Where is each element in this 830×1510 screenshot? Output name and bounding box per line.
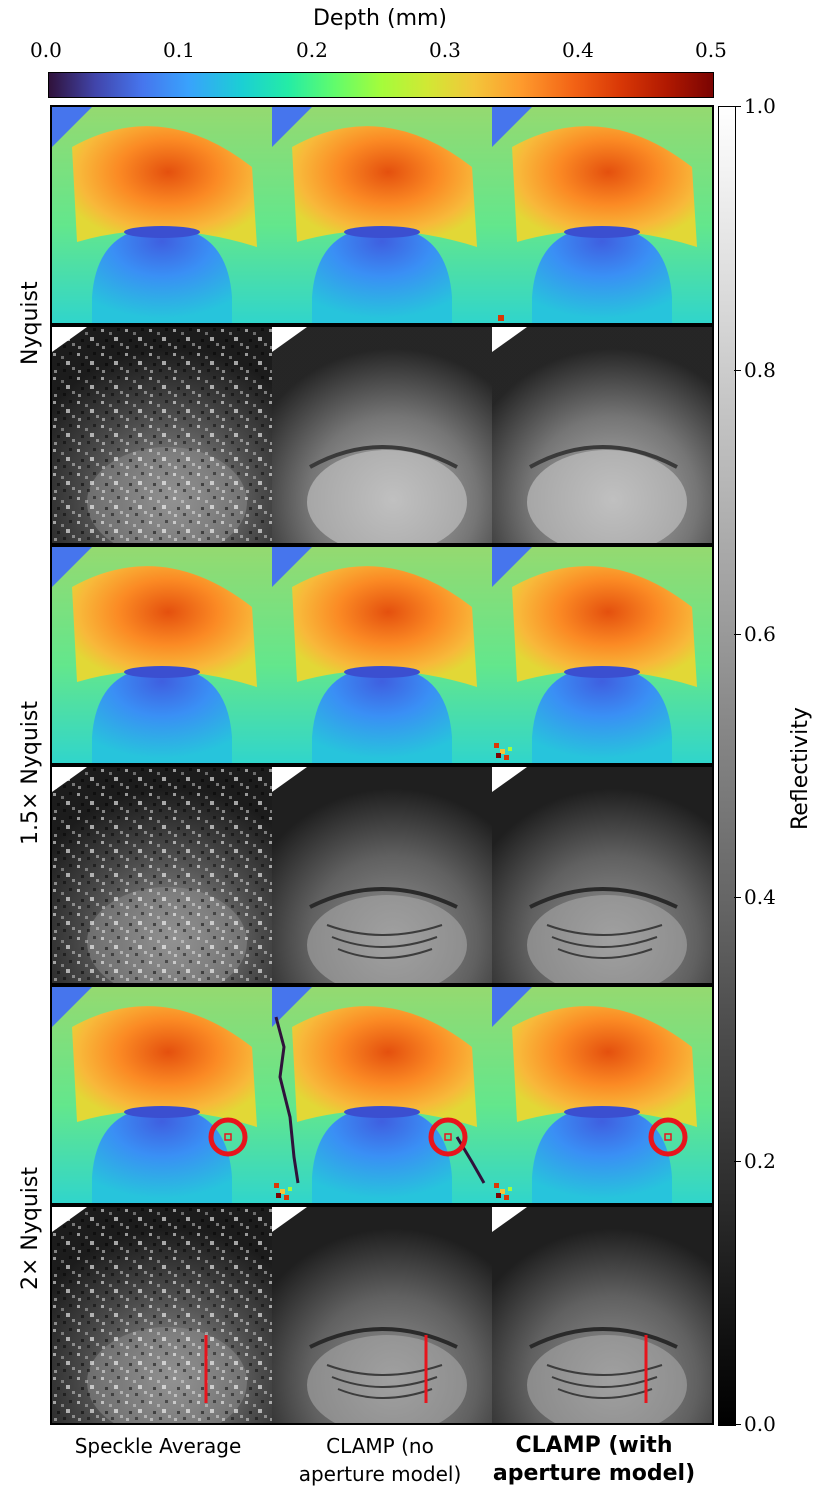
- reflectivity-panel-2x-speckle: [52, 1207, 272, 1423]
- column-label-line: CLAMP (with: [515, 1433, 673, 1458]
- reflectivity-panel-1-5x-clamp-no-aperture: [272, 767, 492, 983]
- reflectivity-tick-label: 0.4: [744, 885, 776, 909]
- depth-panel-1-5x-clamp-aperture: [492, 547, 712, 763]
- reflectivity-colorbar-label: Reflectivity: [788, 707, 813, 830]
- reflectivity-panel-2x-clamp-aperture: [492, 1207, 712, 1423]
- depth-tick-label: 0.5: [695, 38, 727, 62]
- column-label-line: CLAMP (no: [326, 1434, 434, 1458]
- depth-panel-nyquist-speckle: [52, 107, 272, 323]
- column-label-clamp-no-aperture: CLAMP (no aperture model): [270, 1432, 490, 1488]
- depth-tick-label: 0.4: [562, 38, 594, 62]
- reflectivity-tick-mark: [734, 106, 741, 107]
- depth-panel-1-5x-clamp-no-aperture: [272, 547, 492, 763]
- reflectivity-tick-label: 0.6: [744, 622, 776, 646]
- reflectivity-panel-1-5x-clamp-aperture: [492, 767, 712, 983]
- reflectivity-panel-nyquist-speckle: [52, 327, 272, 543]
- reflectivity-tick-mark: [734, 1424, 741, 1425]
- reflectivity-tick-mark: [734, 370, 741, 371]
- reflectivity-tick-label: 0.0: [744, 1412, 776, 1436]
- reflectivity-panel-1-5x-speckle: [52, 767, 272, 983]
- reflectivity-tick-mark: [734, 897, 741, 898]
- reflectivity-panel-2x-clamp-no-aperture: [272, 1207, 492, 1423]
- reflectivity-panel-nyquist-clamp-no-aperture: [272, 327, 492, 543]
- reflectivity-panel-nyquist-clamp-aperture: [492, 327, 712, 543]
- depth-panel-2x-clamp-aperture: [492, 987, 712, 1203]
- depth-panel-2x-clamp-no-aperture: [272, 987, 492, 1203]
- depth-colorbar: [48, 72, 714, 98]
- depth-panel-1-5x-speckle: [52, 547, 272, 763]
- depth-tick-label: 0.2: [296, 38, 328, 62]
- depth-tick-label: 0.1: [163, 38, 195, 62]
- column-label-line: aperture model): [298, 1462, 462, 1486]
- column-label-speckle-average: Speckle Average: [48, 1432, 268, 1460]
- depth-panel-nyquist-clamp-no-aperture: [272, 107, 492, 323]
- depth-colorbar-ticks: 0.0 0.1 0.2 0.3 0.4 0.5: [0, 38, 830, 64]
- reflectivity-tick-mark: [734, 634, 741, 635]
- column-label-clamp-with-aperture: CLAMP (with aperture model): [484, 1432, 704, 1488]
- row-label-2x-nyquist: 2× Nyquist: [18, 1166, 43, 1290]
- column-label-line: Speckle Average: [74, 1434, 242, 1458]
- depth-tick-label: 0.3: [429, 38, 461, 62]
- depth-panel-nyquist-clamp-aperture: [492, 107, 712, 323]
- row-label-1-5x-nyquist: 1.5× Nyquist: [18, 701, 43, 845]
- depth-colorbar-label: Depth (mm): [312, 6, 448, 31]
- reflectivity-colorbar: [718, 106, 736, 1426]
- reflectivity-tick-label: 0.8: [744, 358, 776, 382]
- reflectivity-colorbar-ticks: 1.0 0.8 0.6 0.4 0.2 0.0: [734, 0, 830, 1510]
- reflectivity-tick-label: 1.0: [744, 94, 776, 118]
- reflectivity-tick-mark: [734, 1161, 741, 1162]
- reflectivity-tick-label: 0.2: [744, 1149, 776, 1173]
- depth-panel-2x-speckle: [52, 987, 272, 1203]
- row-label-nyquist: Nyquist: [18, 281, 43, 365]
- column-label-line: aperture model): [492, 1461, 696, 1486]
- panel-grid: [50, 105, 714, 1425]
- depth-tick-label: 0.0: [30, 38, 62, 62]
